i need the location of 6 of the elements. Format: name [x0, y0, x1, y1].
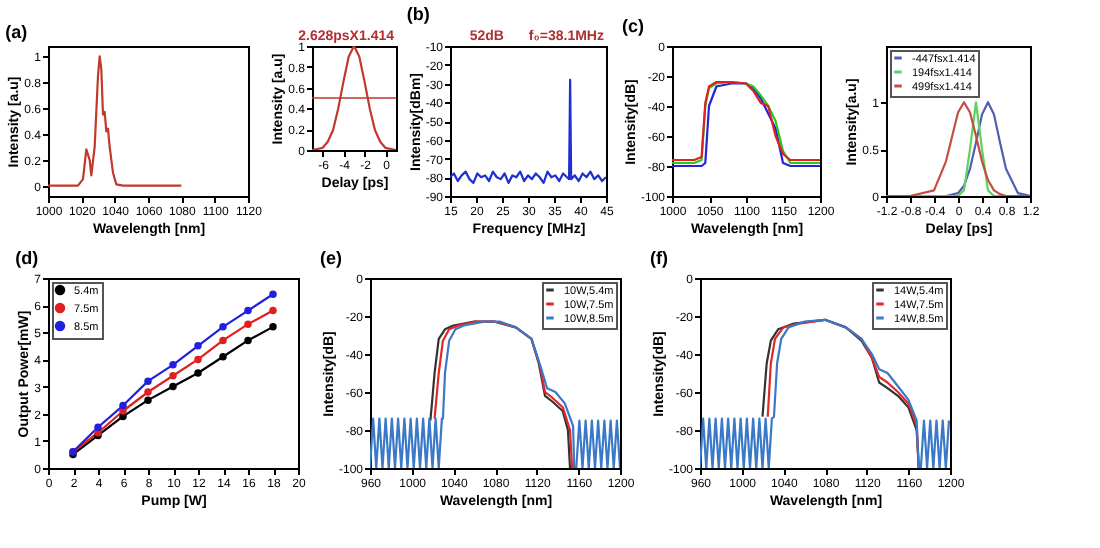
chart-title: (f): [649, 248, 668, 268]
chart-title: (e): [319, 248, 342, 268]
chart-title: (c): [621, 16, 644, 36]
chart-title: (b): [406, 4, 430, 24]
chart-title: (a): [5, 22, 28, 42]
chart-title: (d): [15, 248, 39, 268]
